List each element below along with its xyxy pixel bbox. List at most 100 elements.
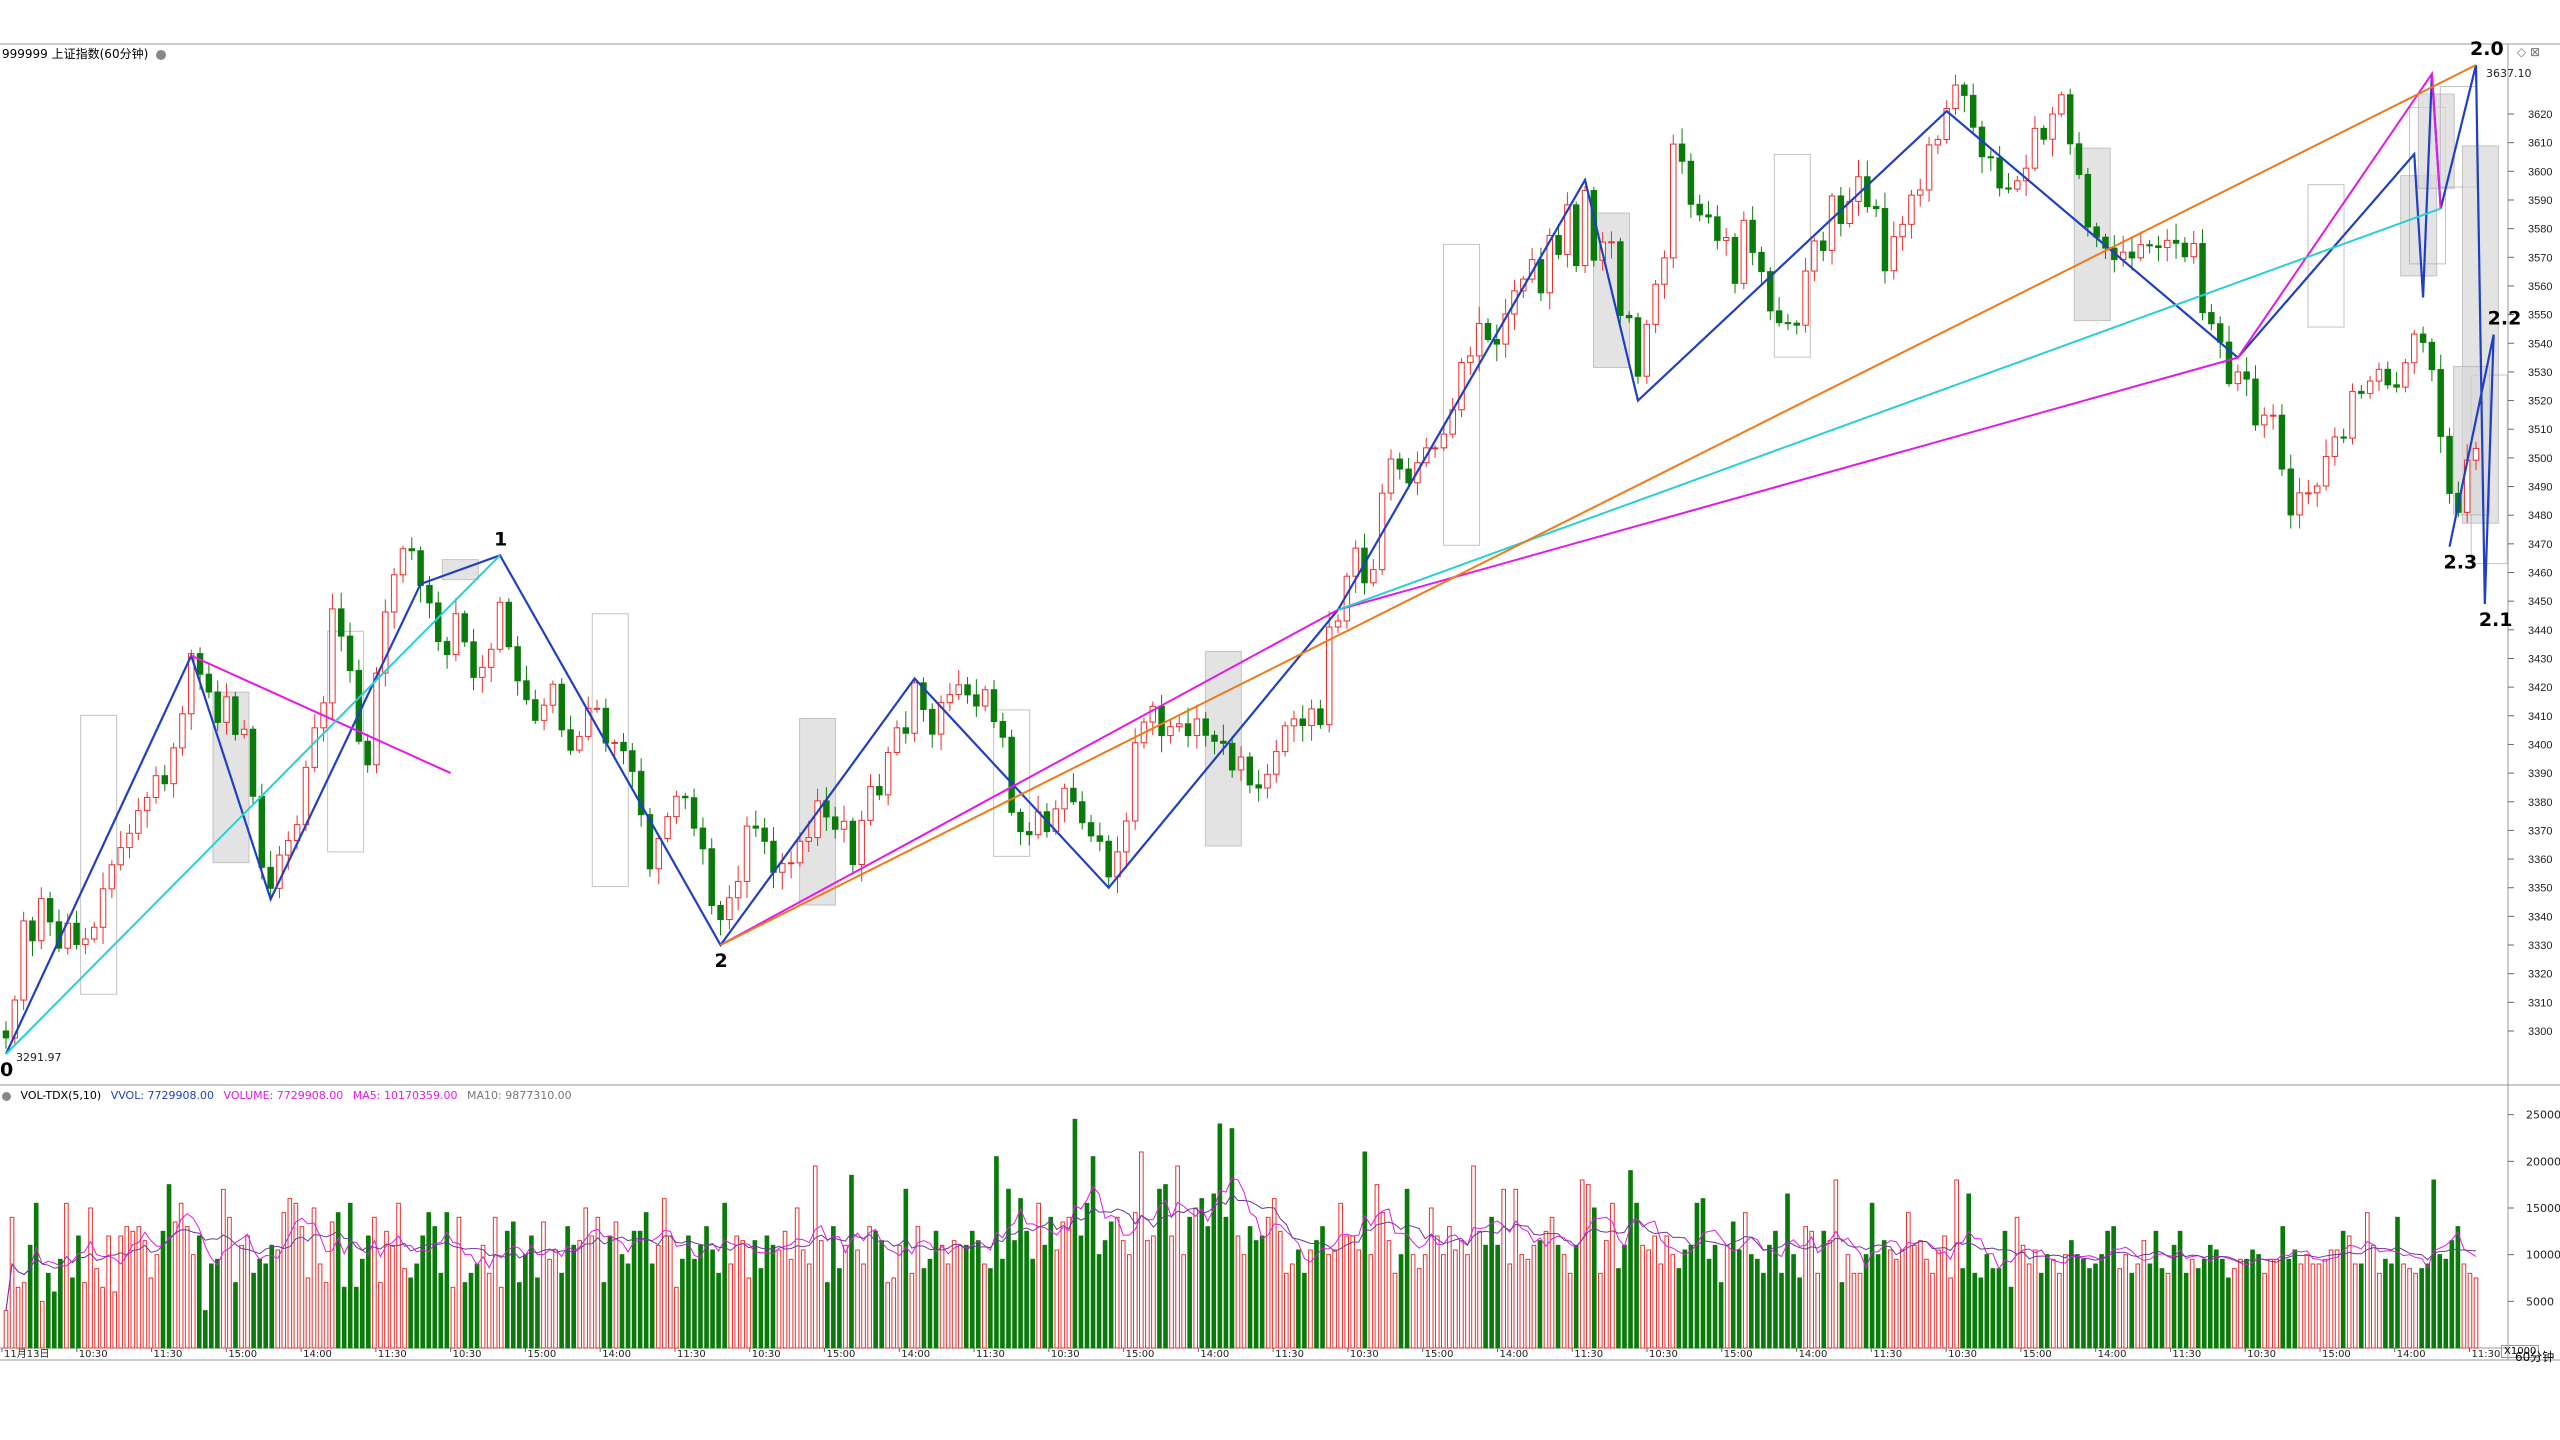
volume-bar	[2220, 1258, 2225, 1349]
y-tick-label: 3380	[2528, 797, 2552, 809]
volume-bar	[565, 1226, 570, 1349]
volume-bar	[2371, 1244, 2376, 1349]
y-tick-label: 3370	[2528, 825, 2552, 837]
candle-body	[1334, 620, 1342, 628]
volume-bar	[2201, 1258, 2207, 1349]
volume-bar	[1072, 1118, 1078, 1349]
candle-body	[161, 775, 169, 785]
volume-bar	[2129, 1272, 2135, 1349]
y-tick-label: 3450	[2528, 596, 2552, 608]
candle-body	[814, 800, 821, 839]
candle-body	[337, 608, 345, 637]
candle-body	[955, 684, 962, 696]
volume-bar	[2069, 1240, 2074, 1349]
volume-bar	[1724, 1244, 1730, 1349]
candle-body	[2446, 435, 2453, 494]
volume-bar	[2443, 1258, 2449, 1349]
close-icon[interactable]: ⊠	[2529, 45, 2540, 59]
candle-body	[637, 770, 645, 816]
volume-bar	[1863, 1254, 1869, 1349]
volume-bar	[613, 1221, 619, 1349]
x-tick-label: 15:00	[527, 1349, 556, 1360]
candle-body	[867, 786, 874, 821]
volume-bar	[939, 1244, 945, 1349]
vol-tick-label: 15000	[2526, 1202, 2560, 1215]
volume-bar	[988, 1268, 993, 1349]
volume-bar	[2123, 1254, 2129, 1349]
volume-bar	[486, 1272, 492, 1349]
volume-bar	[607, 1235, 613, 1349]
settings-icon[interactable]	[156, 49, 167, 60]
volume-bar	[2117, 1268, 2123, 1349]
candle-body	[1793, 322, 1800, 326]
volume-bar	[1706, 1258, 1712, 1349]
volume-bar	[2171, 1244, 2177, 1349]
candle-body	[708, 848, 715, 906]
candle-body	[1087, 822, 1095, 837]
candle-body	[329, 608, 336, 704]
x-tick-label: 11:30	[976, 1349, 1005, 1360]
candle-body	[1555, 235, 1562, 255]
candle-body	[1008, 736, 1015, 813]
candle-body	[152, 775, 160, 798]
candle-body	[408, 548, 416, 552]
candle-body	[479, 666, 486, 678]
volume-bar	[1374, 1184, 1380, 1349]
diamond-icon[interactable]: ◇	[2516, 45, 2527, 59]
candle-body	[840, 820, 848, 830]
volume-bar	[1972, 1272, 1978, 1349]
y-tick-label: 3530	[2528, 367, 2552, 379]
volume-bar	[1483, 1244, 1488, 1349]
volume-bar	[655, 1244, 661, 1349]
volume-bar	[1893, 1258, 1899, 1349]
vol-settings-icon[interactable]	[2, 1091, 11, 1101]
candle-body	[620, 741, 627, 752]
volume-bar	[716, 1272, 721, 1349]
x-tick-label: 10:30	[79, 1349, 108, 1360]
candle-body	[752, 825, 760, 829]
volume-bar	[1217, 1123, 1223, 1349]
window-controls[interactable]: ◇ ⊠	[2517, 45, 2540, 59]
volume-bar	[1869, 1202, 1875, 1349]
volume-bar	[1151, 1235, 1156, 1349]
volume-bar	[33, 1202, 39, 1349]
volume-bar	[88, 1207, 93, 1349]
volume-bar	[2437, 1254, 2443, 1349]
volume-value: VOLUME: 7729908.00	[223, 1089, 344, 1102]
candle-body	[1131, 742, 1139, 822]
volume-bar	[1833, 1179, 1839, 1349]
candle-body	[1352, 547, 1359, 577]
period-label[interactable]: 60分钟	[2515, 1350, 2555, 1364]
volume-bar	[1948, 1277, 1953, 1349]
volume-bar	[1314, 1240, 1319, 1349]
candle-body	[364, 740, 371, 766]
candle-body	[435, 602, 442, 643]
volume-bar	[2207, 1244, 2213, 1349]
volume-bar	[1652, 1235, 1657, 1349]
vvol-value: VVOL: 7729908.00	[110, 1089, 215, 1102]
candle-body	[302, 766, 310, 826]
candle-body	[964, 684, 971, 696]
volume-bar	[444, 1212, 450, 1349]
x-tick-label: 10:30	[1350, 1349, 1379, 1360]
volume-bar	[1646, 1249, 1651, 1349]
volume-bar	[21, 1282, 27, 1349]
candle-body	[1220, 740, 1227, 744]
volume-bar	[2340, 1230, 2346, 1349]
volume-bar	[1422, 1254, 1428, 1349]
volume-bar	[1549, 1216, 1555, 1349]
volume-bar	[239, 1244, 244, 1349]
candle-body	[2261, 414, 2268, 426]
candle-body	[461, 613, 468, 643]
candle-body	[576, 735, 583, 751]
volume-bar	[1120, 1240, 1126, 1349]
volume-bar	[468, 1272, 474, 1349]
candle-body	[38, 898, 45, 942]
candle-body	[1952, 84, 1959, 110]
volume-bar	[1791, 1254, 1796, 1349]
volume-bar	[2087, 1268, 2092, 1349]
candle-body	[999, 721, 1007, 738]
volume-bar	[462, 1282, 468, 1349]
candle-body	[2040, 127, 2047, 140]
